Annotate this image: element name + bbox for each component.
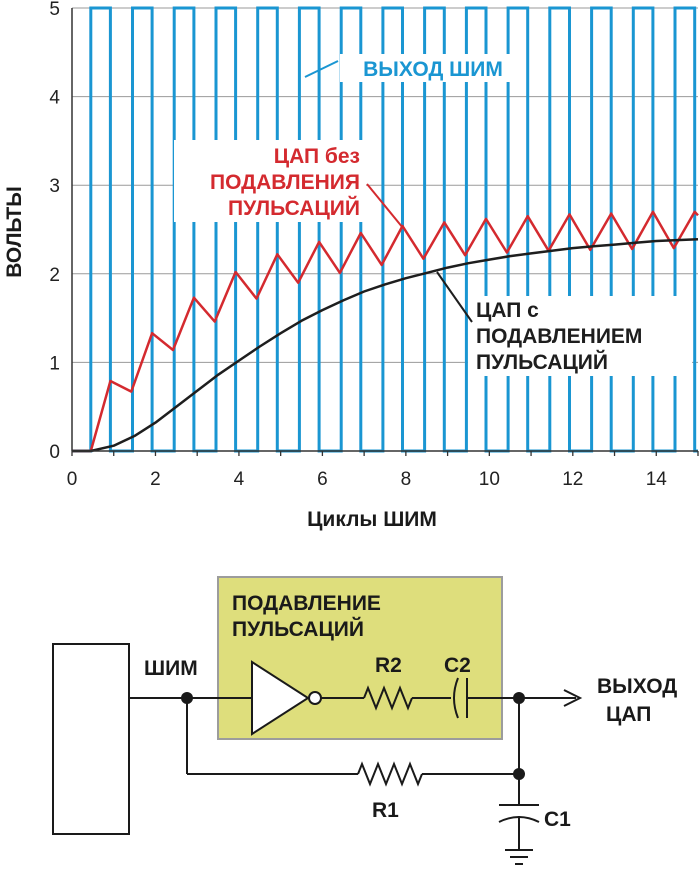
- inverter-symbol: [251, 660, 310, 736]
- resistor-r1: [357, 761, 423, 787]
- dac-raw-annotation-background: [174, 140, 366, 222]
- junction-output-top: [513, 692, 525, 704]
- dac-series: [72, 210, 699, 453]
- x-tick-label: 10: [479, 469, 500, 490]
- x-tick-label: 4: [234, 469, 245, 490]
- output-arrow: [563, 689, 583, 707]
- r1-label: R1: [372, 799, 399, 822]
- c2-label: C2: [444, 654, 471, 677]
- circuit-diagram: ПОДАВЛЕНИЕ ПУЛЬСАЦИЙ ШИМ: [52, 576, 677, 865]
- r2-label: R2: [375, 654, 402, 677]
- pwm-series: [72, 6, 698, 453]
- pwm-output-line: [72, 6, 698, 453]
- output-label-line-1: ВЫХОД: [597, 675, 677, 698]
- dac-filtered-annotation-line-2: ПОДАВЛЕНИЕМ: [476, 325, 642, 348]
- dac-filtered-annotation: ЦАП с ПОДАВЛЕНИЕМ ПУЛЬСАЦИЙ: [436, 271, 692, 376]
- dac-filtered-leader-line: [436, 271, 473, 323]
- inverter-bubble: [308, 691, 322, 705]
- pwm-annotation: ВЫХОД ШИМ: [304, 54, 526, 82]
- y-axis-title: ВОЛЬТЫ: [3, 186, 26, 278]
- x-tick-label: 8: [401, 469, 412, 490]
- dac-raw-annotation-line-3: ПУЛЬСАЦИЙ: [228, 196, 360, 220]
- dac-filtered-annotation-line-3: ПУЛЬСАЦИЙ: [476, 350, 608, 374]
- x-axis-title: Циклы ШИМ: [307, 508, 437, 531]
- pwm-leader-line: [304, 60, 339, 78]
- ripple-filter-title-line-2: ПУЛЬСАЦИЙ: [232, 617, 364, 641]
- x-tick-label: 6: [317, 469, 328, 490]
- dac-raw-annotation-line-2: ПОДАВЛЕНИЯ: [210, 171, 360, 194]
- y-tick-label: 0: [49, 442, 60, 463]
- junction-pwm: [181, 692, 193, 704]
- y-tick-label: 1: [49, 353, 60, 374]
- dac-raw-annotation-line-1: ЦАП без: [274, 145, 360, 168]
- x-tick-label: 14: [646, 469, 668, 490]
- y-tick-label: 4: [49, 88, 60, 109]
- y-tick-label: 2: [49, 265, 60, 286]
- axes: [71, 8, 699, 456]
- pwm-signal-label: ШИМ: [144, 657, 198, 680]
- output-label-line-2: ЦАП: [606, 703, 651, 726]
- pwm-annotation-background: [340, 54, 526, 82]
- dac-raw-annotation: ЦАП без ПОДАВЛЕНИЯ ПУЛЬСАЦИЙ: [174, 140, 404, 229]
- junction-output-r1: [513, 768, 525, 780]
- capacitor-c2-curved-plate: [453, 677, 459, 719]
- y-tick-label: 3: [49, 176, 60, 197]
- dac-filtered-annotation-background: [468, 296, 692, 376]
- x-tick-label: 12: [562, 469, 583, 490]
- pwm-source-block: [52, 643, 130, 835]
- dac-raw-leader-line: [366, 183, 404, 229]
- pwm-annotation-text: ВЫХОД ШИМ: [363, 58, 503, 81]
- x-tick-label: 0: [67, 469, 78, 490]
- resistor-r2: [363, 685, 413, 711]
- y-tick-label: 5: [49, 0, 60, 20]
- c1-label: C1: [544, 808, 571, 831]
- dac-filtered-line: [72, 237, 699, 453]
- dac-unfiltered-line: [72, 210, 699, 453]
- x-tick-label: 2: [150, 469, 161, 490]
- ripple-filter-title-line-1: ПОДАВЛЕНИЕ: [232, 592, 381, 615]
- dac-filtered-annotation-line-1: ЦАП с: [476, 299, 539, 322]
